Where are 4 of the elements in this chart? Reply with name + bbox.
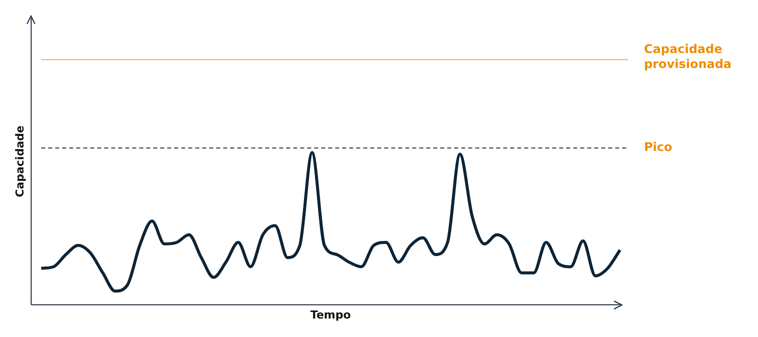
y-axis-title: Capacidade bbox=[13, 126, 26, 198]
ref-line-label: Capacidade provisionada bbox=[644, 42, 732, 71]
ref-line-label: Pico bbox=[644, 140, 672, 154]
x-axis-title: Tempo bbox=[310, 308, 352, 322]
